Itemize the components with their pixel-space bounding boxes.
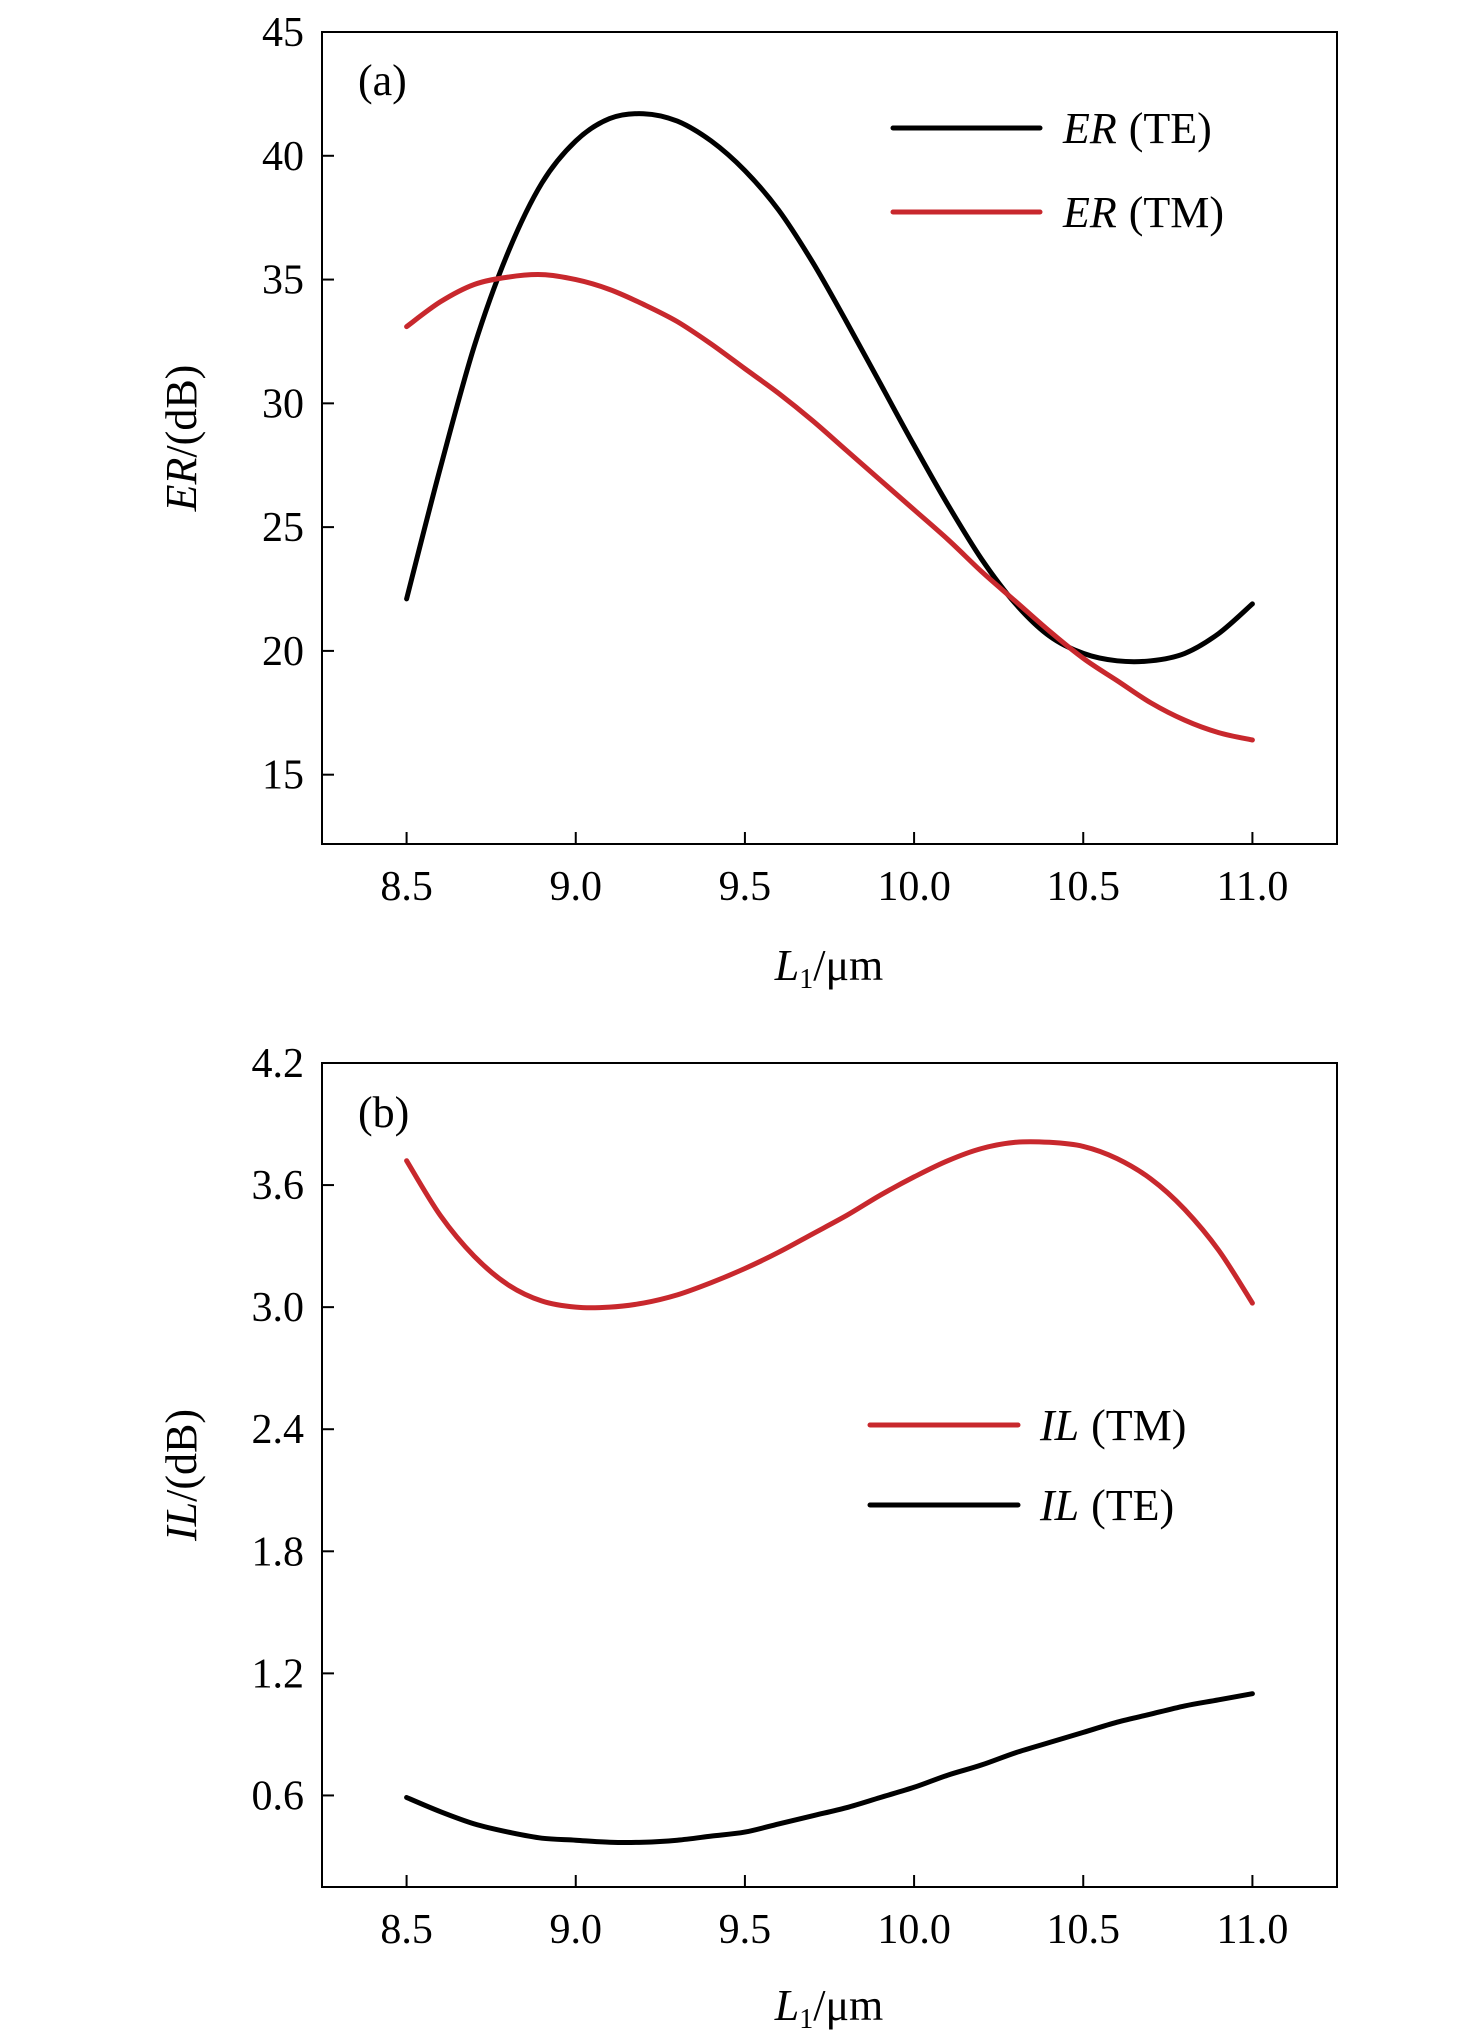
series-line-il-tm (404, 1139, 1255, 1311)
x-axis-title-subscript: 1 (799, 964, 813, 995)
y-tick-label: 25 (262, 505, 304, 551)
y-tick-label: 3.6 (252, 1163, 305, 1209)
x-tick-label: 8.5 (380, 864, 433, 910)
y-tick-label: 30 (262, 381, 304, 427)
legend-label-mode: (TM) (1091, 1401, 1186, 1450)
legend-label-main: ER (1062, 104, 1117, 153)
x-tick-label: 9.5 (719, 864, 772, 910)
y-axis-title-main: IL (157, 1502, 206, 1542)
y-axis: 0.6 1.2 1.8 2.4 3.0 3.6 4.2 (252, 1041, 334, 1819)
y-tick-label: 1.2 (252, 1651, 305, 1697)
y-tick-label: 20 (262, 629, 304, 675)
x-axis: 8.5 9.0 9.5 10.0 10.5 11.0 (380, 1875, 1288, 1953)
series-line-er-te (404, 111, 1255, 665)
x-tick-label: 9.0 (550, 864, 603, 910)
legend-label-mode: (TE) (1129, 104, 1212, 153)
x-axis-title: L1/μm (774, 941, 884, 995)
x-axis: 8.5 9.0 9.5 10.0 10.5 11.0 (380, 832, 1288, 910)
y-tick-label: 3.0 (252, 1285, 305, 1331)
series-layer (404, 111, 1255, 743)
x-tick-label: 10.0 (877, 1907, 951, 1953)
x-tick-label: 11.0 (1216, 1907, 1288, 1953)
plot-frame (321, 31, 1338, 845)
x-axis-title-unit: /μm (813, 1981, 883, 2030)
legend-label-main: ER (1062, 188, 1117, 237)
legend-label: ER (TE) (1062, 104, 1212, 153)
x-tick-label: 9.0 (550, 1907, 603, 1953)
legend-label-main: IL (1039, 1481, 1079, 1530)
legend-entry: IL (TE) (867, 1481, 1174, 1530)
x-axis-title-subscript: 1 (799, 2004, 813, 2035)
series-line-er-tm (404, 272, 1255, 743)
y-axis-title-main: ER (157, 457, 206, 512)
series-layer (404, 1139, 1255, 1845)
panel-label: (b) (358, 1088, 409, 1137)
legend-label-main: IL (1039, 1401, 1079, 1450)
x-axis-title: L1/μm (774, 1981, 884, 2035)
y-axis-title-unit: /(dB) (157, 365, 206, 458)
x-axis-title-main: L (774, 941, 799, 990)
y-tick-label: 40 (262, 134, 304, 180)
legend-label: IL (TE) (1039, 1481, 1174, 1530)
series-line-il-te (404, 1691, 1255, 1845)
y-tick-label: 15 (262, 753, 304, 799)
panel-a-chart: (a) 8.5 9.0 9.5 10.0 10.5 11.0 15 20 25 30 35 40 45… (157, 10, 1338, 995)
x-tick-label: 11.0 (1216, 864, 1288, 910)
y-tick-label: 2.4 (252, 1407, 305, 1453)
x-tick-label: 10.5 (1047, 864, 1121, 910)
y-axis-title-unit: /(dB) (157, 1409, 206, 1502)
x-axis-title-unit: /μm (813, 941, 883, 990)
legend-label: IL (TM) (1039, 1401, 1186, 1450)
y-axis-title: ER/(dB) (157, 365, 206, 513)
x-tick-label: 8.5 (380, 1907, 433, 1953)
x-tick-label: 10.5 (1047, 1907, 1121, 1953)
x-tick-label: 9.5 (719, 1907, 772, 1953)
x-axis-title-main: L (774, 1981, 799, 2030)
legend-entry: ER (TE) (890, 104, 1212, 153)
legend-entry: IL (TM) (867, 1401, 1186, 1450)
panel-label: (a) (358, 56, 407, 105)
legend-label-mode: (TE) (1091, 1481, 1174, 1530)
legend-label-mode: (TM) (1129, 188, 1224, 237)
x-tick-label: 10.0 (877, 864, 951, 910)
y-tick-label: 1.8 (252, 1529, 305, 1575)
y-tick-label: 0.6 (252, 1773, 305, 1819)
legend: ER (TE) ER (TM) (890, 104, 1224, 237)
y-axis: 15 20 25 30 35 40 45 (262, 10, 334, 799)
plot-frame (321, 1062, 1338, 1888)
legend-label: ER (TM) (1062, 188, 1224, 237)
y-tick-label: 45 (262, 10, 304, 56)
y-axis-title: IL/(dB) (157, 1409, 206, 1542)
legend: IL (TM) IL (TE) (867, 1401, 1186, 1530)
panel-b-chart: (b) 8.5 9.0 9.5 10.0 10.5 11.0 0.6 1.2 1.8 2.4 3.… (157, 1041, 1338, 2035)
y-tick-label: 4.2 (252, 1041, 305, 1087)
y-tick-label: 35 (262, 258, 304, 304)
legend-entry: ER (TM) (890, 188, 1224, 237)
